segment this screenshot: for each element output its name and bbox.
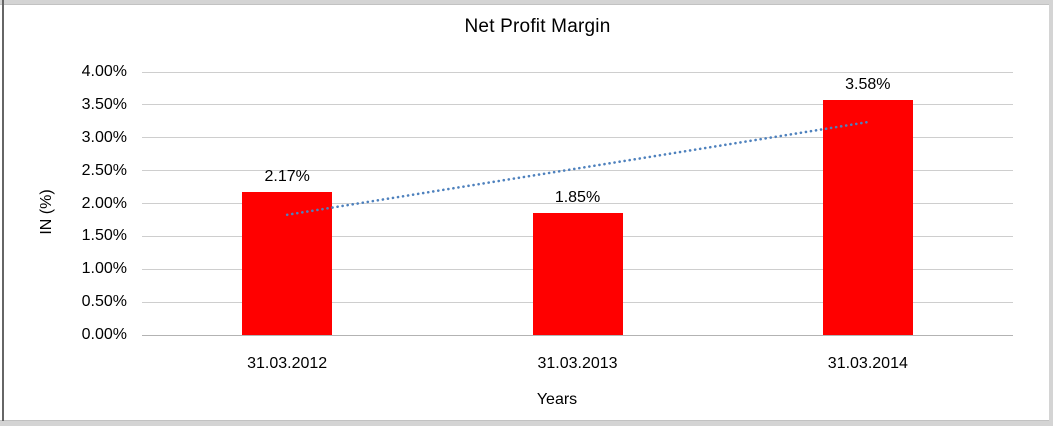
y-tick-label: 3.50% <box>81 95 127 113</box>
bar-data-label: 1.85% <box>554 189 601 207</box>
y-tick-label: 0.00% <box>81 326 127 343</box>
y-tick-label: 3.00% <box>81 128 127 146</box>
y-tick-label: 4.00% <box>81 63 127 80</box>
y-tick-label: 1.00% <box>81 260 127 278</box>
bar-data-label: 2.17% <box>264 168 310 186</box>
frame-border-bottom <box>0 420 1053 426</box>
bar <box>532 213 623 335</box>
frame-border-top <box>0 0 1053 5</box>
bar <box>242 192 333 335</box>
y-tick-label: 2.00% <box>81 194 127 212</box>
x-tick-label: 31.03.2014 <box>827 355 908 372</box>
frame-border-left <box>2 0 4 421</box>
y-tick-label: 1.50% <box>81 227 127 245</box>
gridline <box>142 71 1013 73</box>
x-tick-label: 31.03.2013 <box>537 355 618 372</box>
x-tick-label: 31.03.2012 <box>247 355 328 372</box>
y-tick-label: 0.50% <box>81 293 127 311</box>
gridline <box>142 104 1013 106</box>
chart-title: Net Profit Margin <box>464 16 611 37</box>
frame-border-right <box>1049 0 1053 426</box>
bar <box>822 99 913 335</box>
x-axis-title: Years <box>536 391 578 408</box>
bar-data-label: 3.58% <box>845 75 891 93</box>
x-axis-line <box>142 334 1013 336</box>
y-tick-label: 2.50% <box>81 161 127 179</box>
